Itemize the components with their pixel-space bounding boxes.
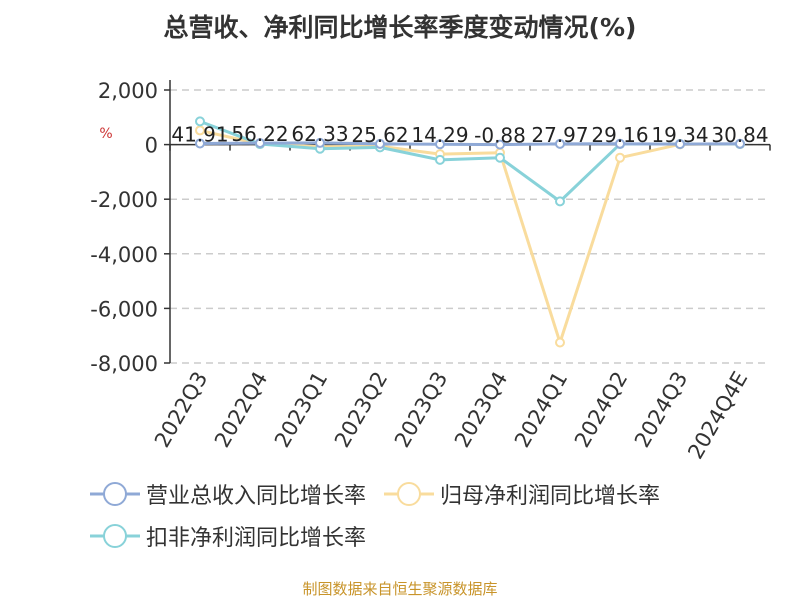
data-label: 30.84 [711,123,768,147]
data-point [495,152,505,163]
source-note: 制图数据来自恒生聚源数据库 [302,580,498,598]
data-label: -0.88 [474,124,526,148]
legend-label-deducted-profit: 扣非净利润同比增长率 [146,526,367,551]
data-point [315,137,325,148]
y-tick-label: -2,000 [90,188,158,212]
legend-label-net-profit: 归母净利润同比增长率 [440,484,661,509]
legend-marker-net-profit [384,482,435,506]
data-point [255,138,265,149]
y-tick-label: -6,000 [90,297,158,321]
series-line-1 [199,128,741,345]
legend-label-revenue: 营业总收入同比增长率 [146,484,367,509]
x-tick-label: 2024Q1 [510,368,572,452]
data-label: 25.62 [351,123,408,147]
data-point [495,139,505,150]
x-tick-label: 2023Q2 [330,368,392,452]
x-tick-label: 2023Q4 [450,368,512,452]
y-tick-label: -8,000 [90,352,158,376]
legend-marker-revenue [90,482,140,506]
data-label: 27.97 [531,123,588,147]
data-point [615,138,625,149]
data-point [195,125,205,136]
legend-row-2: 扣非净利润同比增长率 [90,520,384,552]
y-tick-label: 2,000 [98,79,158,103]
data-point [195,116,205,127]
series-lines [195,116,745,348]
x-tick-label: 2024Q2 [570,368,632,452]
data-point [675,139,685,150]
legend-item-deducted-profit[interactable]: 扣非净利润同比增长率 [90,520,366,552]
data-point [735,138,745,149]
x-tick-label: 2022Q4 [210,368,272,452]
x-tick-label: 2022Q3 [150,368,212,452]
data-label: 29.16 [591,123,648,147]
x-tick-label: 2023Q3 [390,368,452,452]
data-label: 56.22 [231,122,288,146]
legend-item-revenue[interactable]: 营业总收入同比增长率 [90,478,366,510]
data-point [435,139,445,150]
data-label: 41.91 [171,122,228,146]
chart-title: 总营收、净利同比增长率季度变动情况(%) [163,13,637,42]
y-tick-label: -4,000 [90,243,158,267]
data-point [435,154,445,165]
data-point [555,138,565,149]
y-tick-label: 0 [145,134,158,158]
data-labels: 41.91 56.22 62.33 25.62 14.29 -0.88 27.97 29.16… [171,122,768,148]
data-point [195,138,205,149]
data-point [375,138,385,149]
data-label: 19.34 [651,123,708,147]
x-tick-label: 2024Q3 [630,368,692,452]
series-line-0 [199,141,741,147]
y-axis-label: % [99,126,112,142]
data-point [555,337,565,348]
data-point [615,152,625,163]
data-label: 62.33 [291,122,348,146]
data-point [555,196,565,207]
data-label: 14.29 [411,123,468,147]
legend-row-1: 营业总收入同比增长率 归母净利润同比增长率 [90,478,678,510]
legend-marker-deducted-profit [90,524,140,548]
x-tick-label: 2024Q4E [683,368,752,464]
legend-item-net-profit[interactable]: 归母净利润同比增长率 [384,478,660,510]
x-tick-label: 2023Q1 [270,368,332,452]
